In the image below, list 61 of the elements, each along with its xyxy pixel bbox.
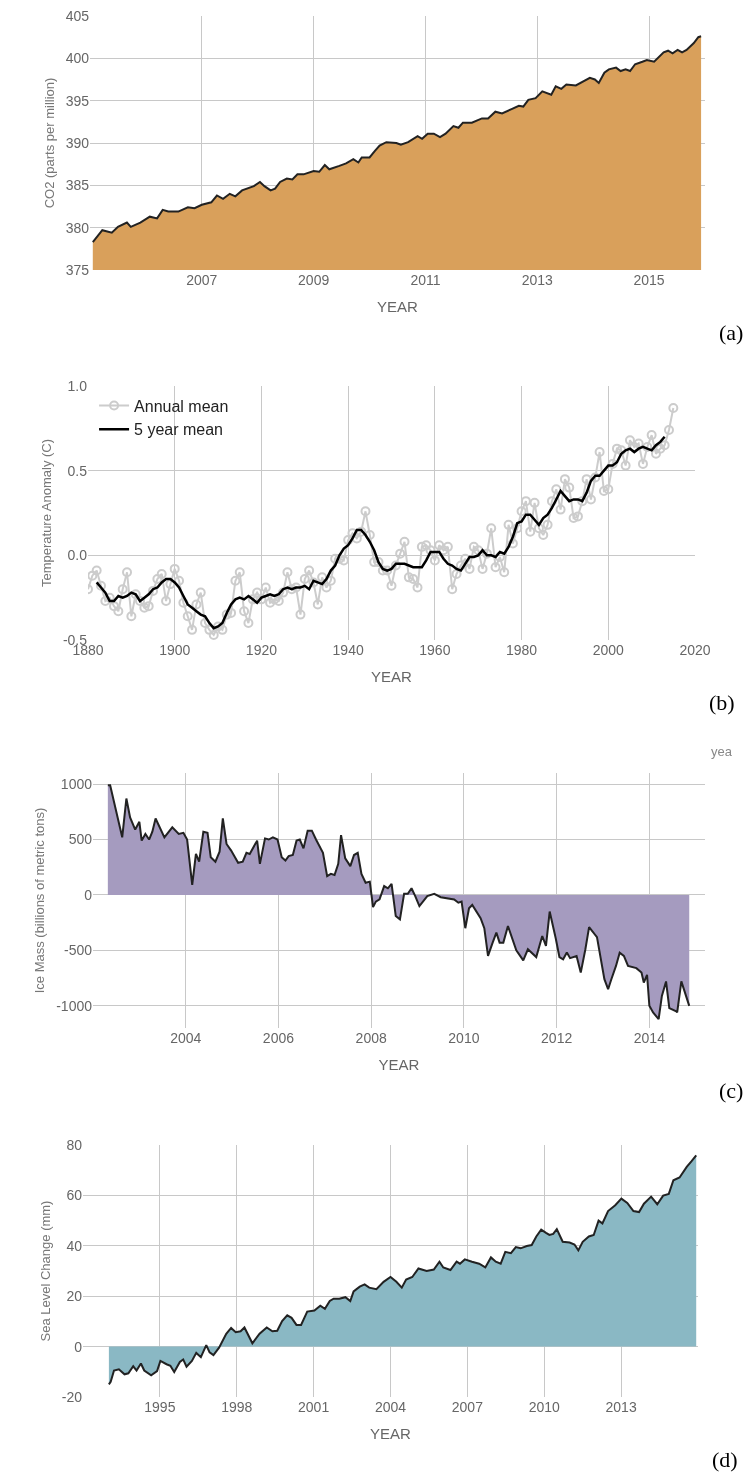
x-tick-label: 1998 [221,1399,253,1415]
x-tick-label: 2007 [186,272,218,288]
y-tick-label: 405 [65,7,90,24]
text: yea [711,744,733,759]
x-tick-label: 2011 [410,272,441,288]
y-tick-label: 385 [65,177,90,194]
x-tick-label: 2006 [262,1030,295,1046]
x-tick-label: 2010 [448,1030,480,1046]
y-tick-label: -1000 [56,997,93,1014]
x-tick-label: 2010 [528,1399,561,1415]
y-tick-label: 1000 [60,775,93,792]
y-tick-label: 390 [65,134,90,151]
x-tick-label: 2007 [451,1399,484,1415]
x-tick-label: 2008 [355,1030,387,1046]
text: (b) [709,690,735,715]
y-tick-label: 395 [65,92,90,109]
y-tick-label: 40 [66,1237,83,1254]
y-axis-title: Ice Mass (billions of metric tons) [32,807,48,994]
x-tick-label: 1920 [245,642,278,658]
y-tick-label: 80 [66,1136,83,1153]
y-tick-label: 20 [66,1288,83,1305]
x-tick-label: 2012 [541,1030,573,1046]
y-tick-label: -20 [61,1388,83,1405]
y-tick-label: 0.0 [67,547,88,564]
x-tick-label: 1995 [144,1399,176,1415]
x-tick-label: 2004 [170,1030,202,1046]
y-tick-label: 380 [65,219,90,236]
x-axis-title: YEAR [370,1425,412,1442]
x-axis-title: YEAR [377,298,419,315]
text: (c) [719,1078,744,1103]
y-axis-title: Sea Level Change (mm) [37,1200,53,1342]
y-tick-label: 500 [68,831,93,848]
x-tick-label: 2014 [633,1030,666,1046]
legend-label: Annual mean [134,397,229,415]
y-tick-label: 400 [65,50,90,67]
legend-label: 5 year mean [134,421,224,439]
x-tick-label: 1940 [332,642,364,658]
x-tick-label: 2001 [298,1399,330,1415]
y-axis-title: Temperature Anomaly (C) [38,438,54,588]
x-tick-label: 2013 [521,272,554,288]
x-tick-label: 2015 [633,272,665,288]
text: (a) [719,320,744,345]
y-tick-label: 375 [65,261,90,278]
x-tick-label: 2000 [592,642,625,658]
x-axis-title: YEAR [378,1056,420,1073]
y-tick-label: 0 [74,1338,83,1355]
x-tick-label: 2004 [374,1399,407,1415]
y-axis-title: CO2 (parts per million) [41,77,57,209]
y-tick-label: 60 [66,1187,83,1204]
x-tick-label: 1900 [159,642,191,658]
y-tick-label: 0 [84,886,93,903]
x-tick-label: 2013 [605,1399,637,1415]
y-tick-label: -500 [63,942,93,959]
y-tick-label: 1.0 [67,377,88,394]
x-axis-title: YEAR [371,668,413,685]
y-tick-label: 0.5 [67,462,88,479]
x-tick-label: 2020 [679,642,711,658]
x-tick-label: 2009 [298,272,330,288]
x-tick-label: 1980 [505,642,538,658]
x-tick-label: 1960 [419,642,451,658]
text: (d) [712,1447,738,1472]
